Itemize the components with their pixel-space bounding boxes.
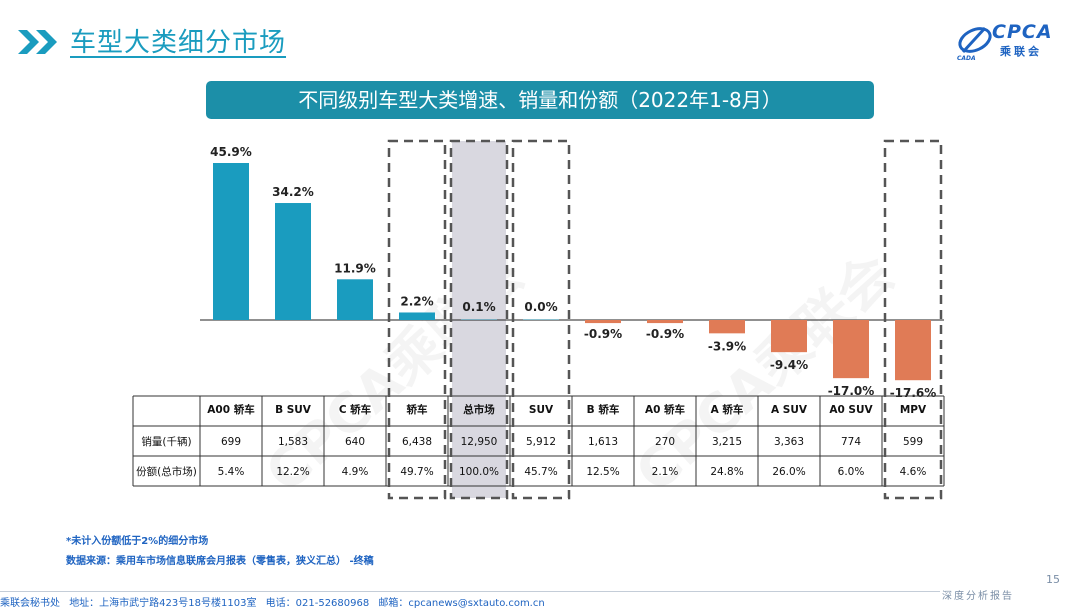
table-cell: 5.4% (218, 466, 245, 478)
data-label: -17.6% (890, 386, 937, 400)
footnote-exclusion: *未计入份额低于2%的细分市场 (66, 532, 208, 547)
tick-label: 轿车 (407, 403, 428, 416)
table-cell: 3,215 (712, 436, 742, 448)
tick-label: A0 SUV (829, 404, 873, 416)
table-row-label: 销量(千辆) (141, 435, 191, 448)
footer-contact: 乘联会秘书处 地址：上海市武宁路423号18号楼1103室 电话：021-526… (0, 594, 551, 609)
table-cell: 6,438 (402, 436, 432, 448)
tick-label: A 轿车 (711, 403, 744, 416)
bar (833, 320, 869, 378)
table-cell: 699 (221, 436, 241, 448)
bar (895, 320, 931, 380)
table-cell: 3,363 (774, 436, 804, 448)
data-label: 2.2% (400, 294, 433, 308)
table-row-label: 份额(总市场) (136, 465, 197, 478)
table-cell: 45.7% (524, 466, 557, 478)
table-cell: 1,613 (588, 436, 618, 448)
table-cell: 4.6% (900, 466, 927, 478)
bar (709, 320, 745, 333)
table-cell: 774 (841, 436, 861, 448)
data-label: -9.4% (770, 358, 808, 372)
footer-org: 乘联会秘书处 (0, 598, 60, 609)
tick-label: A SUV (771, 404, 808, 416)
footer-phone: 电话：021-52680968 (266, 598, 370, 609)
data-label: 0.0% (524, 300, 557, 314)
bar (585, 320, 621, 323)
table-cell: 12,950 (461, 436, 498, 448)
bar (399, 312, 435, 320)
tick-label: B SUV (275, 404, 312, 416)
footnote-source: 数据来源：乘用车市场信息联席会月报表（零售表，狭义汇总） -终稿 (66, 552, 374, 567)
footer-divider (0, 591, 940, 592)
table-cell: 100.0% (459, 466, 499, 478)
tick-label: SUV (529, 404, 554, 416)
bar (647, 320, 683, 323)
table-cell: 599 (903, 436, 923, 448)
page-number: 15 (1046, 573, 1060, 586)
table-cell: 4.9% (342, 466, 369, 478)
footer-address: 地址：上海市武宁路423号18号楼1103室 (69, 598, 256, 609)
table-cell: 49.7% (400, 466, 433, 478)
growth-bar-chart: 45.9% 34.2% 11.9% 2.2% 0.1% 0.0% -0.9% -0.9% -3.… (0, 0, 1080, 560)
table-cell: 270 (655, 436, 675, 448)
footer-email: 邮箱：cpcanews@sxtauto.com.cn (378, 598, 544, 609)
table-cell: 2.1% (652, 466, 679, 478)
table-cell: 12.5% (586, 466, 619, 478)
bar (213, 163, 249, 320)
table-cell: 5,912 (526, 436, 556, 448)
tick-label: 总市场 (463, 403, 495, 416)
table-cell: 6.0% (838, 466, 865, 478)
table-cell: 24.8% (710, 466, 743, 478)
data-label: -0.9% (646, 327, 684, 341)
data-label: -0.9% (584, 327, 622, 341)
data-label: 11.9% (334, 261, 376, 275)
data-label: -3.9% (708, 339, 746, 353)
tick-label: A00 轿车 (207, 403, 255, 416)
table-cell: 12.2% (276, 466, 309, 478)
bar (337, 279, 373, 320)
data-label: 45.9% (210, 145, 252, 159)
data-label: 34.2% (272, 185, 314, 199)
table-cell: 1,583 (278, 436, 308, 448)
tick-label: MPV (900, 404, 927, 416)
tick-label: B 轿车 (587, 403, 620, 416)
tick-label: A0 轿车 (645, 403, 686, 416)
bar (771, 320, 807, 352)
report-label: 深度分析报告 (942, 587, 1014, 602)
tick-label: C 轿车 (339, 403, 372, 416)
data-label: 0.1% (462, 300, 495, 314)
table-cell: 26.0% (772, 466, 805, 478)
bar (275, 203, 311, 320)
table-cell: 640 (345, 436, 365, 448)
